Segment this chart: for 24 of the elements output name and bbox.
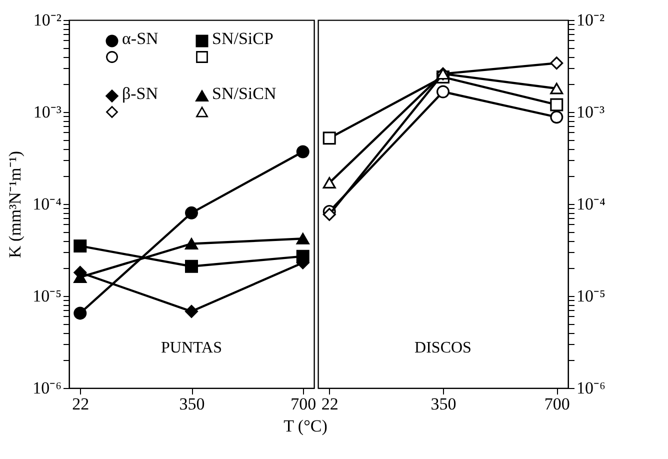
annotation: PUNTAS: [161, 340, 222, 357]
x-tick-label: 700: [544, 394, 570, 414]
y-tick-label: 10⁻⁶: [32, 378, 62, 398]
x-tick-label: 22: [321, 394, 338, 414]
y-tick-label: 10⁻⁴: [32, 194, 62, 214]
y-tick-label: 10⁻⁵: [32, 286, 62, 306]
y2-tick-label: 10⁻⁵: [576, 286, 606, 306]
y-tick-label: 10⁻³: [33, 102, 62, 122]
legend-label: α-SN: [122, 29, 158, 48]
x-tick-label: 350: [179, 394, 205, 414]
annotation: DISCOS: [414, 340, 472, 357]
x-axis-title: T (°C): [284, 416, 328, 436]
y2-tick-label: 10⁻³: [576, 102, 605, 122]
x-tick-label: 700: [290, 394, 316, 414]
y-tick-label: 10⁻²: [33, 10, 62, 30]
x-tick-label: 22: [72, 394, 90, 414]
y-axis-title: K (mm³N⁻¹m⁻¹): [6, 150, 25, 258]
legend-label: SN/SiCP: [212, 29, 274, 48]
y2-tick-label: 10⁻²: [576, 10, 605, 30]
legend-label: SN/SiCN: [212, 84, 276, 103]
legend-label: β-SN: [122, 84, 158, 103]
x-tick-label: 350: [430, 394, 456, 414]
y2-tick-label: 10⁻⁴: [576, 194, 606, 214]
y2-tick-label: 10⁻⁶: [576, 378, 606, 398]
